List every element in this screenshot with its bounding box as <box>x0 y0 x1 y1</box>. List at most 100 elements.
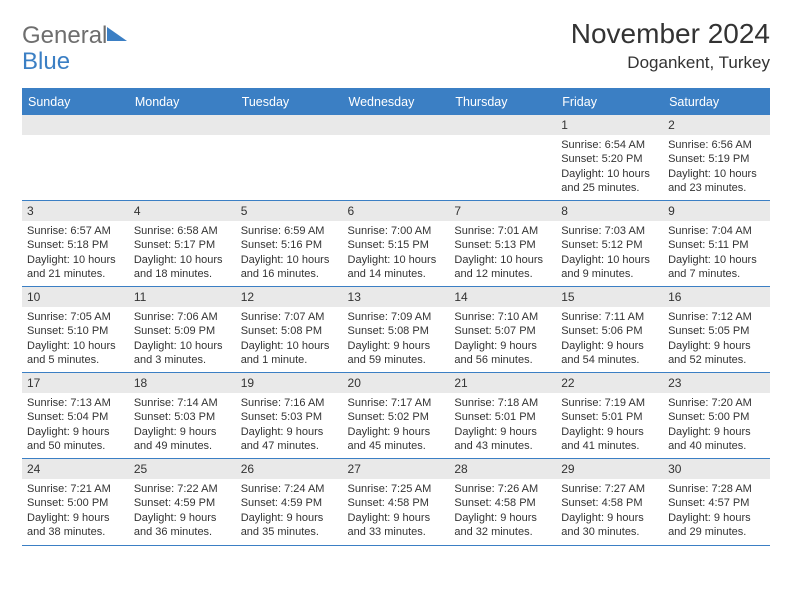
day-number: 28 <box>449 459 556 479</box>
sunrise-line: Sunrise: 7:24 AM <box>241 482 338 496</box>
sunrise-line: Sunrise: 7:22 AM <box>134 482 231 496</box>
sunset-line: Sunset: 5:06 PM <box>561 324 658 338</box>
daylight-line: Daylight: 10 hours and 9 minutes. <box>561 253 658 282</box>
sunrise-line: Sunrise: 7:26 AM <box>454 482 551 496</box>
daylight-line: Daylight: 9 hours and 47 minutes. <box>241 425 338 454</box>
sunrise-line: Sunrise: 7:16 AM <box>241 396 338 410</box>
sunset-line: Sunset: 5:10 PM <box>27 324 124 338</box>
logo-text-blue: Blue <box>22 48 70 76</box>
daylight-line: Daylight: 10 hours and 12 minutes. <box>454 253 551 282</box>
sunrise-line: Sunrise: 7:09 AM <box>348 310 445 324</box>
day-cell: 5Sunrise: 6:59 AMSunset: 5:16 PMDaylight… <box>236 201 343 287</box>
sunrise-line: Sunrise: 6:59 AM <box>241 224 338 238</box>
sunrise-line: Sunrise: 7:17 AM <box>348 396 445 410</box>
day-content: Sunrise: 7:01 AMSunset: 5:13 PMDaylight:… <box>449 221 556 285</box>
day-number: 2 <box>663 115 770 135</box>
day-cell: 8Sunrise: 7:03 AMSunset: 5:12 PMDaylight… <box>556 201 663 287</box>
day-content: Sunrise: 7:05 AMSunset: 5:10 PMDaylight:… <box>22 307 129 371</box>
day-cell: 18Sunrise: 7:14 AMSunset: 5:03 PMDayligh… <box>129 373 236 459</box>
sunrise-line: Sunrise: 7:19 AM <box>561 396 658 410</box>
day-number: 23 <box>663 373 770 393</box>
day-number: 10 <box>22 287 129 307</box>
day-header-saturday: Saturday <box>663 89 770 115</box>
daylight-line: Daylight: 9 hours and 40 minutes. <box>668 425 765 454</box>
day-cell <box>449 115 556 201</box>
day-header-friday: Friday <box>556 89 663 115</box>
day-header-monday: Monday <box>129 89 236 115</box>
day-cell: 9Sunrise: 7:04 AMSunset: 5:11 PMDaylight… <box>663 201 770 287</box>
day-number-empty <box>343 115 450 135</box>
day-content: Sunrise: 6:58 AMSunset: 5:17 PMDaylight:… <box>129 221 236 285</box>
sunset-line: Sunset: 5:11 PM <box>668 238 765 252</box>
day-content: Sunrise: 7:00 AMSunset: 5:15 PMDaylight:… <box>343 221 450 285</box>
daylight-line: Daylight: 9 hours and 38 minutes. <box>27 511 124 540</box>
daylight-line: Daylight: 9 hours and 49 minutes. <box>134 425 231 454</box>
day-content: Sunrise: 6:57 AMSunset: 5:18 PMDaylight:… <box>22 221 129 285</box>
sunset-line: Sunset: 5:08 PM <box>348 324 445 338</box>
calendar-bottom-border <box>22 545 770 546</box>
sunrise-line: Sunrise: 6:58 AM <box>134 224 231 238</box>
sunrise-line: Sunrise: 6:56 AM <box>668 138 765 152</box>
day-cell: 3Sunrise: 6:57 AMSunset: 5:18 PMDaylight… <box>22 201 129 287</box>
sunrise-line: Sunrise: 7:04 AM <box>668 224 765 238</box>
day-cell: 19Sunrise: 7:16 AMSunset: 5:03 PMDayligh… <box>236 373 343 459</box>
week-row: 17Sunrise: 7:13 AMSunset: 5:04 PMDayligh… <box>22 373 770 459</box>
daylight-line: Daylight: 10 hours and 16 minutes. <box>241 253 338 282</box>
day-number: 9 <box>663 201 770 221</box>
day-content: Sunrise: 7:06 AMSunset: 5:09 PMDaylight:… <box>129 307 236 371</box>
sunset-line: Sunset: 5:04 PM <box>27 410 124 424</box>
daylight-line: Daylight: 10 hours and 25 minutes. <box>561 167 658 196</box>
day-cell: 20Sunrise: 7:17 AMSunset: 5:02 PMDayligh… <box>343 373 450 459</box>
day-cell: 22Sunrise: 7:19 AMSunset: 5:01 PMDayligh… <box>556 373 663 459</box>
sunrise-line: Sunrise: 7:21 AM <box>27 482 124 496</box>
logo-triangle-icon <box>107 27 127 41</box>
day-content: Sunrise: 7:10 AMSunset: 5:07 PMDaylight:… <box>449 307 556 371</box>
day-content: Sunrise: 7:20 AMSunset: 5:00 PMDaylight:… <box>663 393 770 457</box>
day-number: 21 <box>449 373 556 393</box>
day-number: 30 <box>663 459 770 479</box>
daylight-line: Daylight: 10 hours and 3 minutes. <box>134 339 231 368</box>
day-number: 25 <box>129 459 236 479</box>
day-number: 19 <box>236 373 343 393</box>
week-row: 24Sunrise: 7:21 AMSunset: 5:00 PMDayligh… <box>22 459 770 545</box>
day-cell: 26Sunrise: 7:24 AMSunset: 4:59 PMDayligh… <box>236 459 343 545</box>
sunrise-line: Sunrise: 7:06 AM <box>134 310 231 324</box>
day-number-empty <box>22 115 129 135</box>
logo-text-general: General <box>22 22 107 49</box>
sunrise-line: Sunrise: 7:01 AM <box>454 224 551 238</box>
day-content: Sunrise: 7:17 AMSunset: 5:02 PMDaylight:… <box>343 393 450 457</box>
day-cell: 15Sunrise: 7:11 AMSunset: 5:06 PMDayligh… <box>556 287 663 373</box>
sunset-line: Sunset: 5:12 PM <box>561 238 658 252</box>
week-row: 3Sunrise: 6:57 AMSunset: 5:18 PMDaylight… <box>22 201 770 287</box>
day-cell: 24Sunrise: 7:21 AMSunset: 5:00 PMDayligh… <box>22 459 129 545</box>
day-content: Sunrise: 7:07 AMSunset: 5:08 PMDaylight:… <box>236 307 343 371</box>
day-cell: 23Sunrise: 7:20 AMSunset: 5:00 PMDayligh… <box>663 373 770 459</box>
sunrise-line: Sunrise: 7:18 AM <box>454 396 551 410</box>
daylight-line: Daylight: 9 hours and 32 minutes. <box>454 511 551 540</box>
sunset-line: Sunset: 5:18 PM <box>27 238 124 252</box>
daylight-line: Daylight: 9 hours and 54 minutes. <box>561 339 658 368</box>
day-cell: 6Sunrise: 7:00 AMSunset: 5:15 PMDaylight… <box>343 201 450 287</box>
day-number: 24 <box>22 459 129 479</box>
daylight-line: Daylight: 9 hours and 29 minutes. <box>668 511 765 540</box>
day-number: 29 <box>556 459 663 479</box>
day-cell: 27Sunrise: 7:25 AMSunset: 4:58 PMDayligh… <box>343 459 450 545</box>
sunset-line: Sunset: 5:09 PM <box>134 324 231 338</box>
day-cell <box>129 115 236 201</box>
day-number-empty <box>129 115 236 135</box>
day-number: 26 <box>236 459 343 479</box>
day-cell: 21Sunrise: 7:18 AMSunset: 5:01 PMDayligh… <box>449 373 556 459</box>
day-content: Sunrise: 7:09 AMSunset: 5:08 PMDaylight:… <box>343 307 450 371</box>
day-content: Sunrise: 7:04 AMSunset: 5:11 PMDaylight:… <box>663 221 770 285</box>
sunset-line: Sunset: 5:02 PM <box>348 410 445 424</box>
day-cell <box>236 115 343 201</box>
day-content: Sunrise: 7:11 AMSunset: 5:06 PMDaylight:… <box>556 307 663 371</box>
day-cell: 29Sunrise: 7:27 AMSunset: 4:58 PMDayligh… <box>556 459 663 545</box>
daylight-line: Daylight: 9 hours and 45 minutes. <box>348 425 445 454</box>
daylight-line: Daylight: 10 hours and 21 minutes. <box>27 253 124 282</box>
daylight-line: Daylight: 9 hours and 52 minutes. <box>668 339 765 368</box>
day-cell: 17Sunrise: 7:13 AMSunset: 5:04 PMDayligh… <box>22 373 129 459</box>
day-cell: 25Sunrise: 7:22 AMSunset: 4:59 PMDayligh… <box>129 459 236 545</box>
sunrise-line: Sunrise: 7:07 AM <box>241 310 338 324</box>
day-number: 6 <box>343 201 450 221</box>
